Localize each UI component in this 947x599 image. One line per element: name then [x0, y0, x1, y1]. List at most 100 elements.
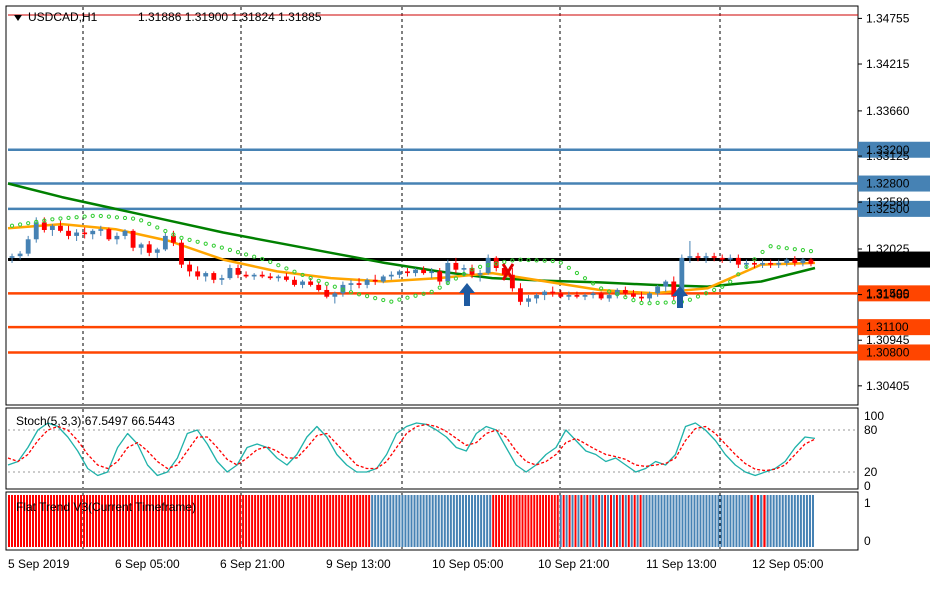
psar-dot — [356, 292, 362, 297]
flat-trend-bar — [577, 495, 580, 547]
flat-trend-bar — [766, 495, 769, 547]
flat-trend-bar — [741, 495, 744, 547]
candle-body — [453, 262, 459, 270]
flat-trend-bar — [239, 495, 242, 547]
candle-body — [154, 249, 160, 253]
candle-body — [380, 276, 386, 282]
flat-trend-bar — [592, 495, 595, 547]
flat-trend-bar — [107, 495, 110, 547]
candle-body — [429, 271, 435, 274]
candle-body — [259, 274, 265, 277]
psar-dot — [566, 265, 571, 270]
psar-dot — [695, 294, 701, 299]
flat-trend-bar — [185, 495, 188, 547]
psar-dot — [558, 260, 563, 265]
psar-dot — [776, 245, 781, 250]
psar-dot — [66, 215, 71, 220]
flat-trend-bar — [53, 495, 56, 547]
flat-trend-bar — [699, 495, 702, 547]
flat-trend-bar — [359, 495, 362, 547]
flat-trend-bar — [281, 495, 284, 547]
psar-dot — [98, 213, 103, 219]
flat-trend-bar — [648, 495, 651, 547]
flat-trend-bar — [645, 495, 648, 547]
flat-trend-bar — [419, 495, 422, 547]
flat-trend-bar — [559, 495, 562, 547]
psar-dot — [703, 291, 709, 296]
flat-trend-bar — [248, 495, 251, 547]
flat-trend-bar — [458, 495, 461, 547]
flat-trend-bar — [266, 495, 269, 547]
psar-dot — [300, 272, 305, 278]
symbol-label: USDCAD,H1 — [28, 10, 98, 24]
level-tag-label: 1.31500 — [866, 286, 910, 300]
level-tag-label: 1.31100 — [866, 320, 909, 334]
flat-trend-bar — [639, 495, 642, 547]
candle-body — [421, 269, 427, 274]
psar-dot — [445, 280, 450, 286]
flat-trend-bar — [684, 495, 687, 547]
flat-trend-bar — [571, 495, 574, 547]
candle-body — [283, 276, 289, 280]
psar-dot — [421, 291, 426, 296]
psar-dot — [582, 276, 588, 281]
psar-dot — [526, 257, 531, 263]
flat-trend-bar — [763, 495, 766, 547]
candle-body — [760, 262, 765, 265]
flat-trend-bar — [687, 495, 690, 547]
flat-trend-bar — [215, 495, 218, 547]
stoch-tick-label: 20 — [864, 465, 878, 479]
flat-trend-bar — [368, 495, 371, 547]
flat-trend-bar — [627, 495, 630, 547]
flat-trend-bar — [335, 495, 338, 547]
price-tick-label: 1.30945 — [866, 333, 910, 347]
candle-body — [138, 244, 144, 248]
price-tick-label: 1.32580 — [866, 195, 910, 209]
candle-body — [752, 262, 757, 265]
candle-body — [98, 229, 104, 231]
level-tag — [858, 200, 930, 217]
candle-body — [122, 230, 128, 236]
flat-trend-bar — [74, 495, 77, 547]
flat-trend-bar — [720, 495, 723, 547]
flat-trend-bar — [314, 495, 317, 547]
flat-trend-bar — [209, 495, 212, 547]
flat-trend-bar — [416, 495, 419, 547]
flat-trend-bar — [437, 495, 440, 547]
flat-trend-bar — [805, 495, 808, 547]
flat-trend-bar — [545, 495, 547, 547]
flat-trend-bar — [176, 495, 179, 547]
stoch-tick-label: 0 — [864, 479, 871, 493]
candle-body — [9, 256, 15, 258]
price-axis: 1.34755 1.34215 1.33660 1.33125 1.32580 1.320… — [858, 11, 910, 393]
flat-trend-bar — [471, 495, 474, 547]
candle-body — [211, 273, 217, 280]
flat-trend-bar — [380, 495, 383, 547]
flat-trend-bar — [486, 495, 489, 547]
flat-trend-bar — [158, 495, 161, 547]
flat-trend-bar — [170, 495, 173, 547]
flat-trend-bar — [377, 495, 380, 547]
flat-trend-bar — [562, 495, 565, 547]
flat-trend-bar — [446, 495, 449, 547]
psar-dot — [550, 258, 555, 264]
flat-trend-bar — [113, 495, 116, 547]
flat-trend-bar — [212, 495, 215, 547]
flat-trend-bar — [383, 495, 386, 547]
flat-trend-bar — [711, 495, 714, 547]
psar-dot — [534, 258, 539, 263]
candle-body — [396, 271, 402, 275]
psar-dot — [365, 294, 370, 299]
candle-body — [558, 293, 564, 297]
chevron-down-icon[interactable] — [14, 15, 22, 21]
flat-trend-pane-frame — [5, 491, 859, 551]
psar-dot — [800, 248, 805, 253]
flat-trend-bar — [194, 495, 197, 547]
psar-dot — [268, 259, 273, 265]
psar-dot — [324, 281, 329, 286]
flat-trend-bar — [17, 495, 20, 547]
flat-trend-bar — [35, 495, 38, 547]
psar-dot — [195, 239, 200, 244]
flat-trend-bar — [518, 495, 521, 547]
